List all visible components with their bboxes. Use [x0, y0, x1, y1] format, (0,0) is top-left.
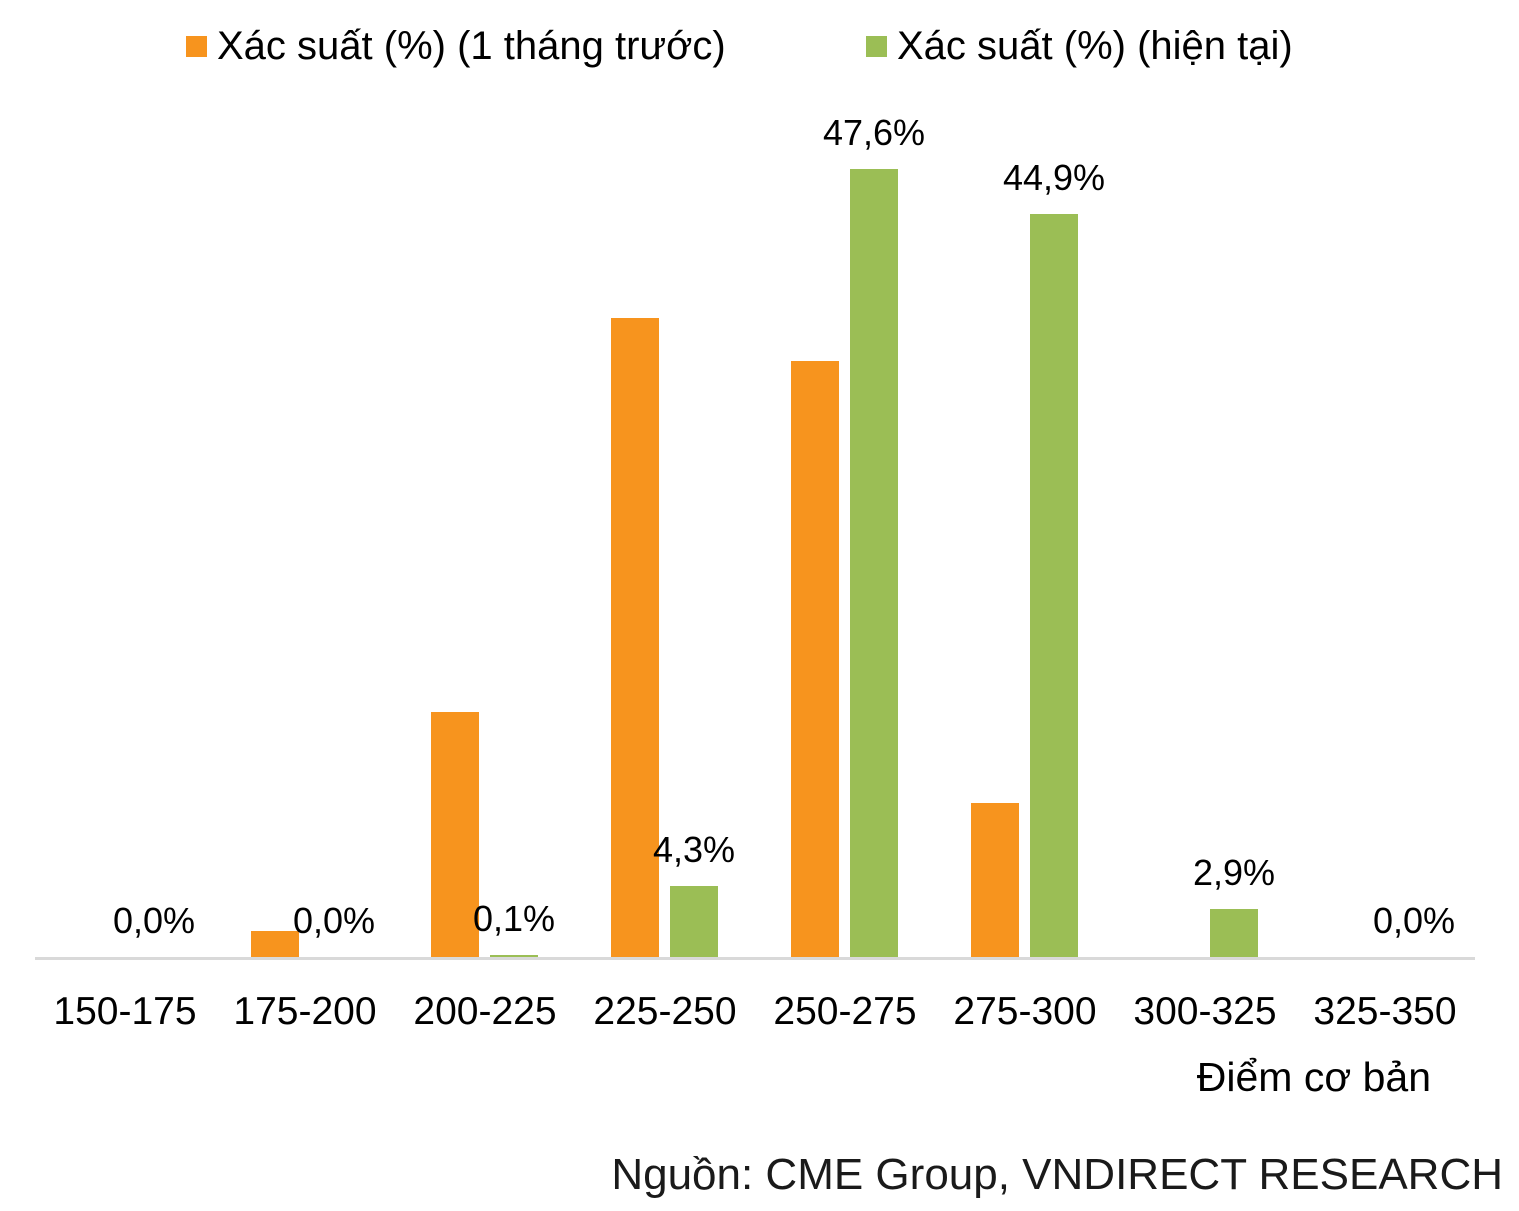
data-label-current-300-325: 2,9%: [1192, 852, 1276, 894]
legend-label: Xác suất (%) (1 tháng trước): [217, 23, 726, 68]
x-tick-200-225: 200-225: [413, 990, 557, 1033]
data-label-current-150-175: 0,0%: [112, 900, 196, 942]
x-tick-250-275: 250-275: [773, 990, 917, 1033]
legend-item-current: Xác suất (%) (hiện tại): [866, 20, 1293, 72]
x-tick-325-350: 325-350: [1313, 990, 1457, 1033]
bar-current-275-300: [1030, 214, 1078, 957]
data-label-current-325-350: 0,0%: [1372, 900, 1456, 942]
data-label-current-200-225: 0,1%: [472, 898, 556, 940]
bar-prev-month-200-225: [431, 712, 479, 957]
bar-current-300-325: [1210, 909, 1258, 957]
bar-prev-month-275-300: [971, 803, 1019, 957]
data-label-current-275-300: 44,9%: [1002, 157, 1106, 199]
data-label-current-225-250: 4,3%: [652, 829, 736, 871]
plot-area: 0,0% 0,0% 0,1% 4,3% 47,6% 44,9% 2,9% 0,0%: [35, 112, 1475, 960]
source-note: Nguồn: CME Group, VNDIRECT RESEARCH: [611, 1150, 1503, 1199]
legend-swatch-green-icon: [866, 35, 887, 57]
bar-prev-month-225-250: [611, 318, 659, 957]
x-tick-225-250: 225-250: [593, 990, 737, 1033]
bar-current-200-225: [490, 955, 538, 957]
x-tick-275-300: 275-300: [953, 990, 1097, 1033]
legend-swatch-orange-icon: [186, 35, 207, 57]
x-tick-150-175: 150-175: [53, 990, 197, 1033]
data-label-current-250-275: 47,6%: [822, 112, 926, 154]
legend-label: Xác suất (%) (hiện tại): [897, 23, 1293, 68]
x-axis-line: [35, 957, 1475, 960]
legend-item-1-month-ago: Xác suất (%) (1 tháng trước): [186, 20, 726, 72]
bar-current-225-250: [670, 886, 718, 957]
bar-current-250-275: [850, 169, 898, 957]
bar-prev-month-175-200: [251, 931, 299, 957]
x-tick-300-325: 300-325: [1133, 990, 1277, 1033]
data-label-current-175-200: 0,0%: [292, 900, 376, 942]
x-tick-175-200: 175-200: [233, 990, 377, 1033]
x-axis-title: Điểm cơ bản: [1196, 1054, 1431, 1100]
bar-prev-month-250-275: [791, 361, 839, 957]
